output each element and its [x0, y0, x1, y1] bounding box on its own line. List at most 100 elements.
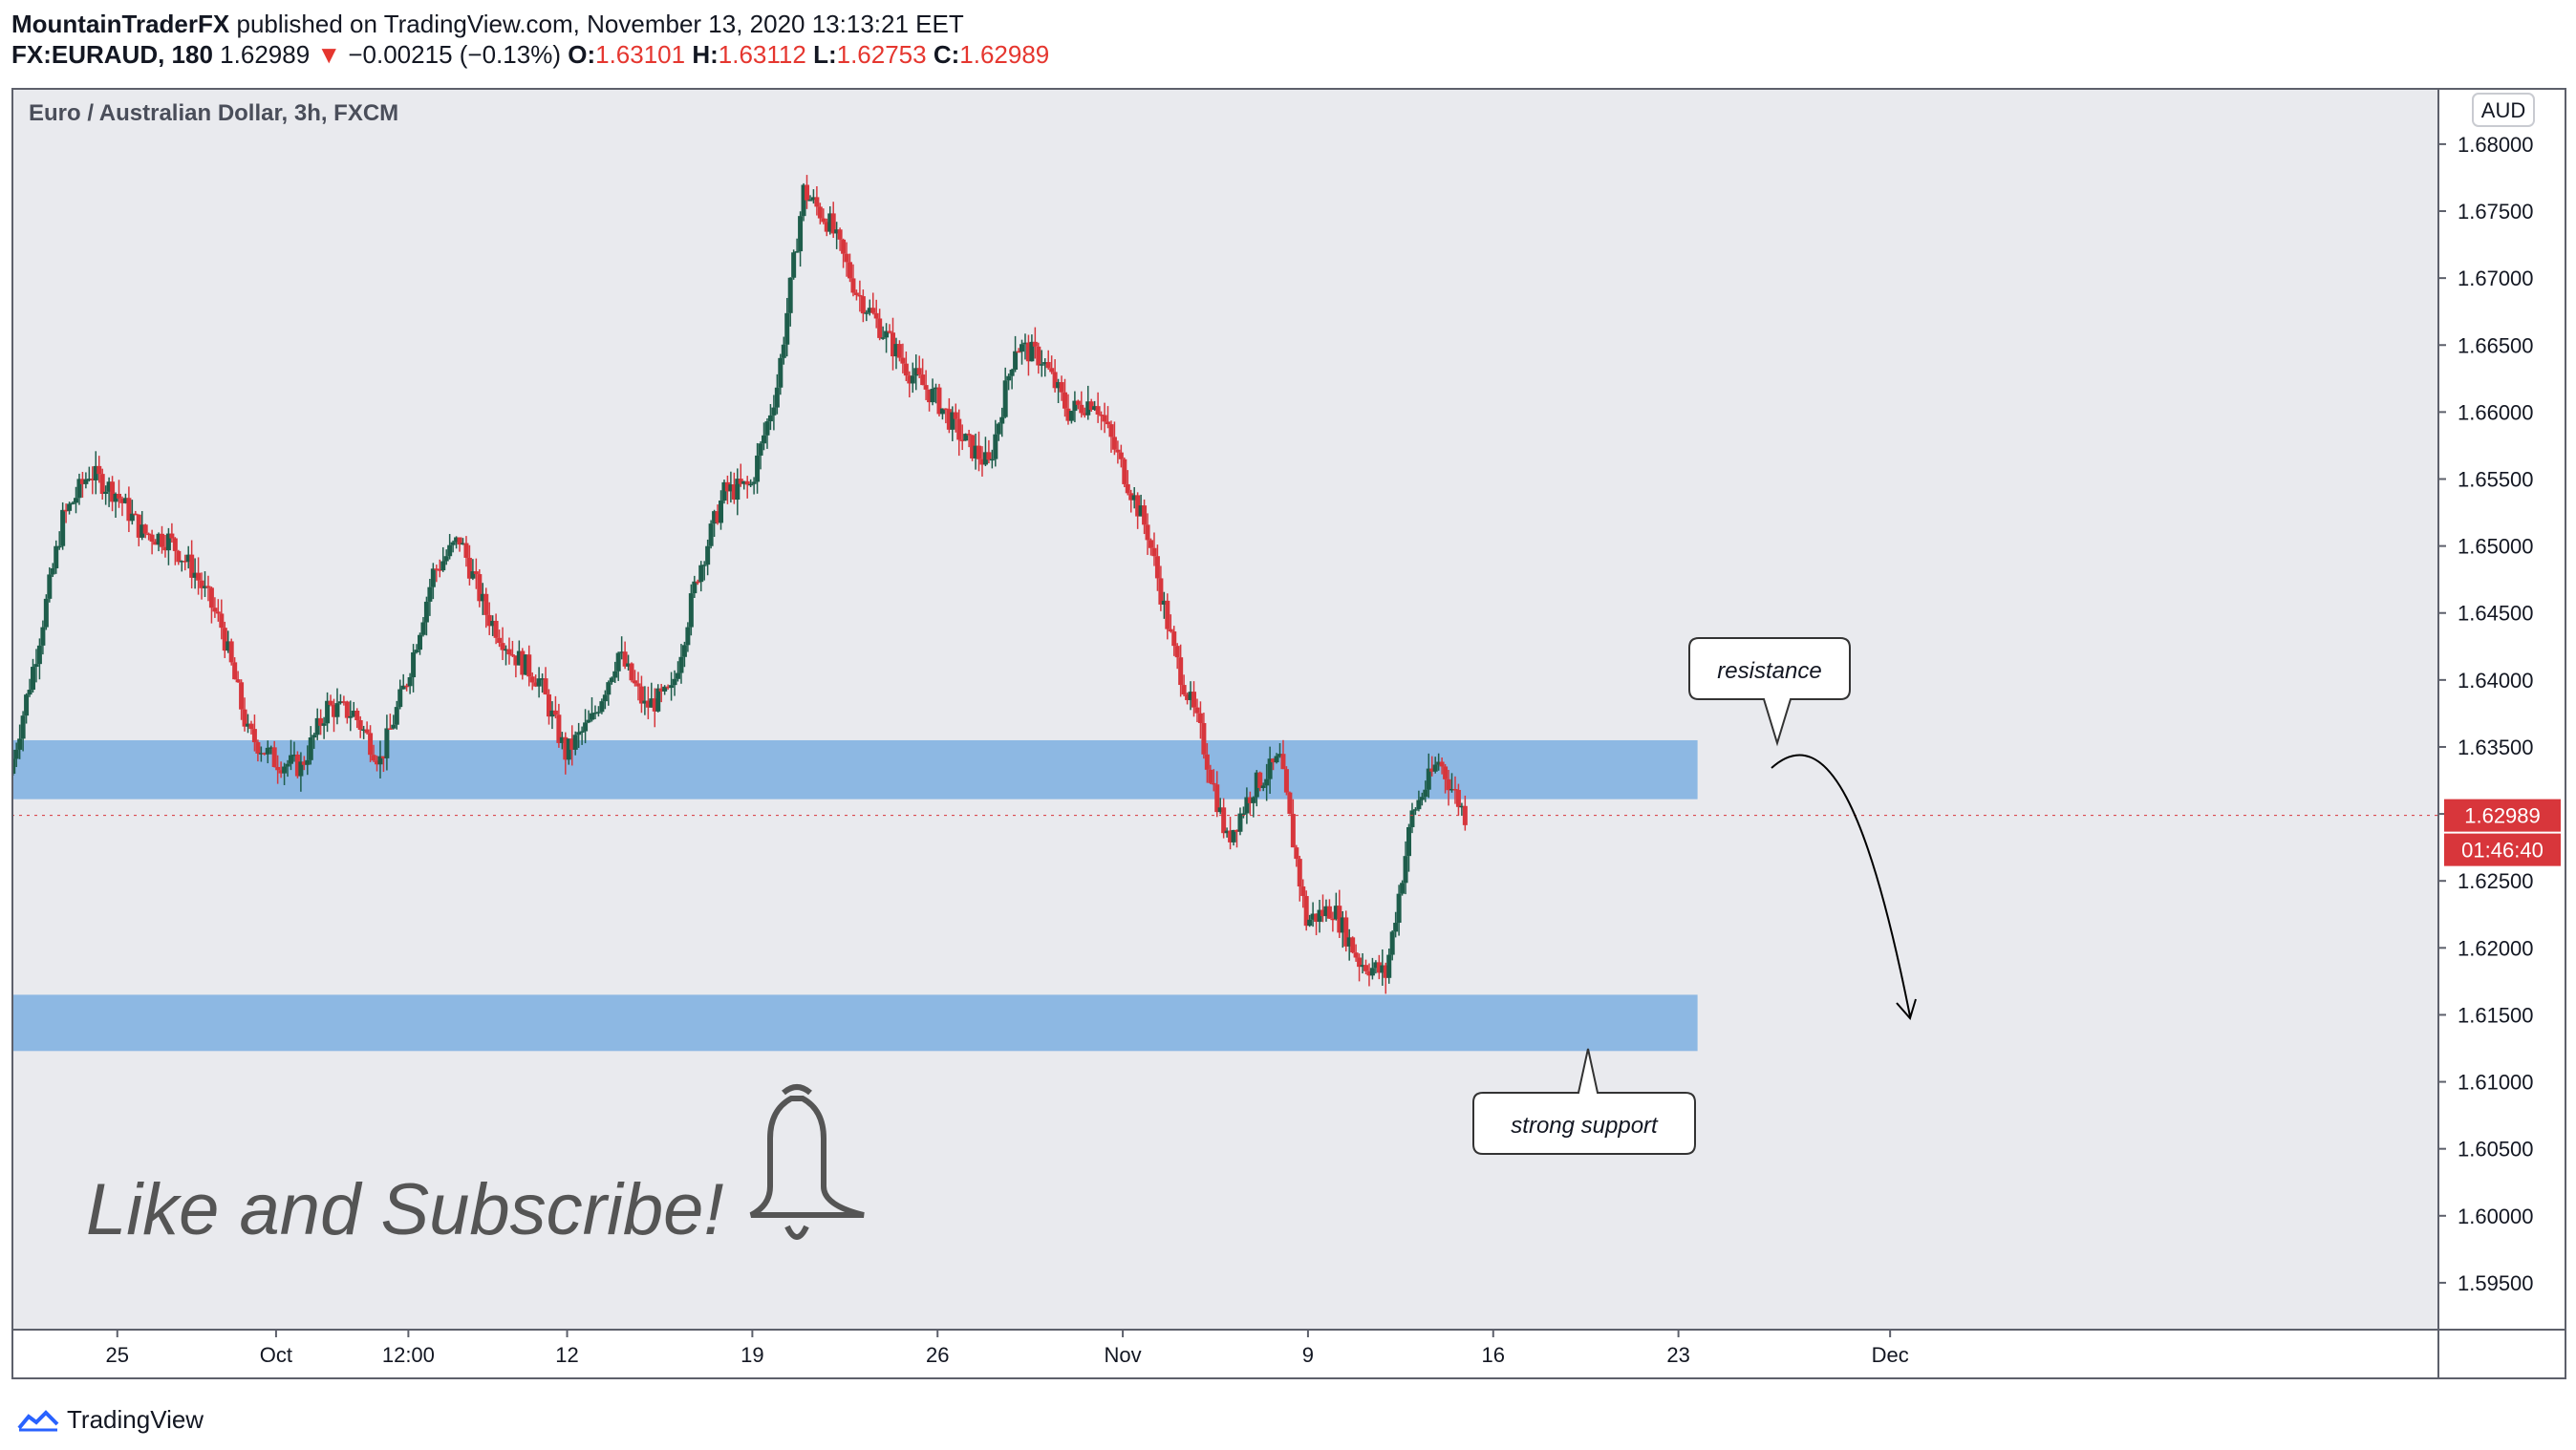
candle-body [1257, 772, 1263, 788]
candle-body [27, 690, 32, 695]
candle-body [466, 557, 472, 579]
candle-body [513, 655, 519, 666]
candle-body [1436, 761, 1442, 765]
candle-body [1049, 368, 1055, 373]
high-label: H: [692, 40, 719, 69]
brand-name: TradingView [67, 1405, 204, 1434]
candle-body [1419, 797, 1425, 800]
candle-body [794, 251, 800, 253]
candle-body [586, 719, 591, 723]
candle-body [755, 455, 761, 482]
candle-body [357, 719, 363, 731]
resistance-zone[interactable] [11, 739, 1698, 800]
candle-body [411, 651, 417, 678]
candle-body [294, 754, 300, 777]
candle-body [989, 458, 995, 461]
candle-body [97, 465, 102, 475]
candle-body [394, 707, 399, 725]
tradingview-brand[interactable]: TradingView [17, 1405, 204, 1435]
candle-body [1102, 415, 1107, 422]
candle-body [1161, 600, 1167, 605]
candle-body [222, 628, 227, 651]
candle-body [149, 534, 155, 543]
candle-body [437, 569, 442, 571]
candle-body [1290, 814, 1296, 848]
candle-body [1118, 452, 1124, 459]
resistance-callout[interactable]: resistance [1688, 637, 1851, 747]
x-tick-label: Nov [1105, 1343, 1142, 1367]
candle-body [893, 344, 899, 357]
candle-body [685, 627, 691, 646]
candle-body [1363, 965, 1368, 971]
candle-body [896, 344, 902, 358]
candle-body [1449, 789, 1454, 791]
candle-body [982, 452, 988, 465]
candle-body [1369, 968, 1375, 976]
close-value: 1.62989 [959, 40, 1050, 69]
support-callout[interactable]: strong support [1472, 1048, 1696, 1155]
candle-body [344, 701, 350, 718]
candle-body [189, 554, 195, 578]
tradingview-logo-icon [17, 1409, 59, 1431]
candle-body [443, 556, 449, 562]
author-name[interactable]: MountainTraderFX [11, 10, 230, 38]
candle-body [1115, 449, 1121, 453]
symbol-label[interactable]: FX:EURAUD, 180 [11, 40, 213, 69]
candle-body [1340, 917, 1345, 933]
candle-body [606, 682, 612, 695]
candle-body [549, 710, 555, 717]
candle-body [633, 680, 637, 684]
candle-body [1016, 351, 1021, 353]
candle-body [927, 389, 933, 403]
candle-body [642, 700, 648, 704]
candle-body [592, 712, 598, 714]
candle-body [1052, 372, 1058, 389]
candle-body [520, 650, 526, 675]
candle-body [817, 206, 823, 219]
candle-body [142, 524, 148, 534]
candle-body [645, 700, 651, 708]
candle-body [506, 649, 512, 655]
candle-body [251, 729, 257, 743]
chart-area[interactable]: 1.68000 1.67500 1.67000 1.66500 1.66000 1.655… [11, 88, 2566, 1379]
candle-body [1111, 437, 1117, 450]
candle-body [523, 654, 528, 675]
bell-icon[interactable] [749, 1084, 865, 1240]
candle-body [787, 277, 793, 313]
candle-body [569, 738, 575, 750]
candle-body [1357, 957, 1363, 968]
candle-body [848, 262, 852, 279]
currency-badge[interactable] [2472, 93, 2535, 127]
candle-body [1366, 970, 1372, 976]
price-chart[interactable]: 1.68000 1.67500 1.67000 1.66500 1.66000 1.655… [11, 88, 2566, 1379]
x-tick-label: 26 [926, 1343, 949, 1367]
candle-body [480, 593, 485, 602]
candle-body [56, 545, 62, 548]
candle-body [1022, 342, 1028, 345]
candle-body [638, 686, 644, 704]
candle-body [758, 443, 763, 456]
candle-body [47, 574, 53, 599]
candle-body [764, 421, 770, 436]
candle-body [509, 654, 515, 656]
candle-body [106, 481, 112, 492]
candle-body [1204, 754, 1210, 770]
candle-body [1099, 415, 1105, 416]
candle-body [271, 747, 277, 767]
publish-info: MountainTraderFX published on TradingVie… [11, 10, 964, 39]
candle-body [1185, 694, 1191, 700]
candle-body [31, 667, 35, 691]
candle-body [1059, 382, 1064, 393]
low-label: L: [813, 40, 837, 69]
candle-body [837, 229, 843, 240]
candle-body [853, 292, 859, 295]
candle-body [1142, 505, 1148, 525]
candle-body [258, 753, 264, 755]
support-zone[interactable] [11, 994, 1698, 1052]
candle-body [387, 728, 393, 730]
candle-body [1277, 754, 1282, 757]
candle-body [1314, 913, 1320, 923]
candle-body [434, 568, 440, 570]
last-price-tag: 1.62989 01:46:40 [2444, 799, 2561, 866]
candle-body [461, 543, 465, 545]
